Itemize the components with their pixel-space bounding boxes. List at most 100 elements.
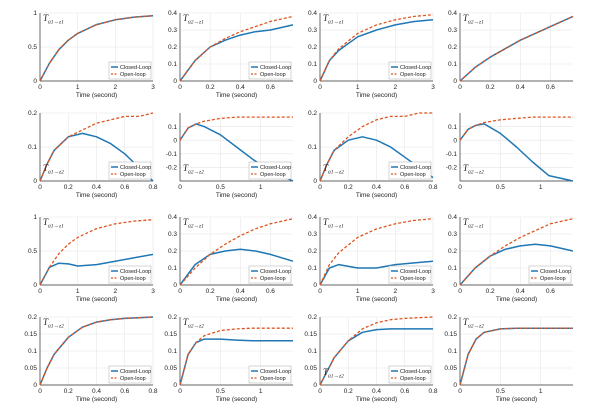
- series-open-loop: [39, 112, 154, 182]
- y-tick-label: 0.2: [168, 44, 177, 51]
- series-closed-loop: [39, 253, 154, 286]
- series-open-loop: [39, 316, 154, 386]
- legend-label-closed-loop: Closed-Loop: [400, 269, 431, 275]
- y-tick-label: 0: [173, 137, 177, 144]
- x-tick-label: 1: [356, 84, 360, 91]
- series-open-loop: [39, 15, 154, 82]
- transfer-annotation: Tū2→z1: [463, 13, 484, 26]
- x-tick-label: 0.4: [92, 184, 101, 191]
- y-tick-label: 0.1: [448, 61, 457, 68]
- legend-box: [388, 61, 432, 80]
- series-open-loop: [459, 327, 573, 386]
- transfer-annotation: Tū2→z1: [463, 217, 484, 230]
- transfer-annotation: Tū2→z2: [463, 163, 484, 176]
- y-tick-label: 1: [33, 10, 37, 17]
- y-tick-label: 0.4: [168, 10, 177, 17]
- transfer-annotation: Tū1→z1: [43, 217, 64, 230]
- series-open-loop: [179, 116, 293, 141]
- y-tick-label: 0.3: [168, 27, 177, 34]
- x-tick-label: 0: [178, 388, 182, 395]
- transfer-annotation: Tū1→z2: [323, 163, 344, 176]
- legend-label-open-loop: Open-loop: [260, 72, 286, 78]
- y-tick-label: 0.3: [168, 231, 177, 238]
- x-tick-label: 1: [76, 84, 80, 91]
- x-tick-label: 0.6: [120, 388, 129, 395]
- legend-label-open-loop: Open-loop: [400, 276, 426, 282]
- x-tick-label: 0.8: [428, 184, 437, 191]
- transfer-annotation: Tū2→z2: [463, 317, 484, 330]
- y-tick-label: 0.4: [448, 214, 457, 221]
- legend-box: [528, 265, 572, 284]
- x-tick-label: 0.6: [266, 84, 275, 91]
- x-tick-label: 0.5: [496, 184, 505, 191]
- transfer-annotation: Tū2→z1: [183, 217, 204, 230]
- legend-label-closed-loop: Closed-Loop: [260, 269, 291, 275]
- x-tick-label: 0.5: [216, 388, 225, 395]
- subplot-14: 0 0.5 1 0 0.05 0.1 0.15 0.2 Time (second) Tū2→z2 C…: [164, 314, 293, 403]
- y-tick-label: 0: [453, 282, 457, 289]
- y-tick-label: 0.15: [24, 331, 37, 338]
- x-axis-label: Time (second): [216, 192, 257, 199]
- x-axis-label: Time (second): [76, 92, 117, 99]
- series-open-loop: [459, 116, 573, 141]
- legend-label-open-loop: Open-loop: [540, 276, 566, 282]
- legend-label-closed-loop: Closed-Loop: [400, 65, 431, 71]
- legend-label-closed-loop: Closed-Loop: [400, 165, 431, 171]
- transfer-annotation: Tū1→z1: [43, 13, 64, 26]
- y-tick-label: 0.1: [308, 144, 317, 151]
- y-tick-label: 0.4: [168, 214, 177, 221]
- x-tick-label: 0.5: [496, 388, 505, 395]
- y-tick-label: 0: [313, 178, 317, 185]
- y-tick-label: 0.1: [168, 61, 177, 68]
- y-tick-label: 0.1: [448, 124, 457, 131]
- y-tick-label: 0.5: [28, 44, 37, 51]
- x-tick-label: 0: [458, 84, 462, 91]
- legend-label-closed-loop: Closed-Loop: [400, 369, 431, 375]
- x-tick-label: 0.2: [344, 388, 353, 395]
- x-tick-label: 0.6: [120, 184, 129, 191]
- legend-label-open-loop: Open-loop: [400, 72, 426, 78]
- y-tick-label: 0.5: [28, 248, 37, 255]
- series-closed-loop: [319, 19, 434, 82]
- legend-label-closed-loop: Closed-Loop: [260, 369, 291, 375]
- x-tick-label: 0: [178, 84, 182, 91]
- x-tick-label: 0: [318, 388, 322, 395]
- x-tick-label: 0.2: [64, 184, 73, 191]
- x-tick-label: 0.2: [206, 84, 215, 91]
- legend-label-open-loop: Open-loop: [400, 172, 426, 178]
- series-open-loop: [319, 316, 434, 386]
- legend-box: [248, 265, 292, 284]
- y-tick-label: 0.2: [308, 110, 317, 117]
- x-tick-label: 1: [259, 184, 263, 191]
- x-tick-label: 0: [38, 184, 42, 191]
- y-tick-label: 0.2: [168, 314, 177, 321]
- subplot-4: 0 0.2 0.4 0.6 0 0.1 0.2 0.3 0.4 Tū2→z1: [448, 10, 574, 91]
- y-tick-label: 0.05: [444, 365, 457, 372]
- legend-box: [108, 61, 152, 80]
- x-tick-label: 2: [394, 288, 398, 295]
- y-tick-label: 0: [173, 78, 177, 85]
- legend-label-closed-loop: Closed-Loop: [260, 65, 291, 71]
- y-tick-label: 0: [313, 78, 317, 85]
- subplot-16: 0 0.5 1 0 0.05 0.1 0.15 0.2 Time (second) Tū2→z2: [444, 314, 573, 403]
- legend-label-open-loop: Open-loop: [120, 376, 146, 382]
- series-closed-loop: [459, 15, 574, 82]
- legend-label-open-loop: Open-loop: [120, 276, 146, 282]
- y-tick-label: 0.05: [164, 365, 177, 372]
- transfer-annotation: Tū1→z2: [323, 367, 344, 380]
- legend-label-closed-loop: Closed-Loop: [120, 269, 151, 275]
- y-tick-label: 0: [173, 282, 177, 289]
- y-tick-label: 0.2: [448, 44, 457, 51]
- y-tick-label: 0.05: [304, 365, 317, 372]
- y-tick-label: 0: [313, 382, 317, 389]
